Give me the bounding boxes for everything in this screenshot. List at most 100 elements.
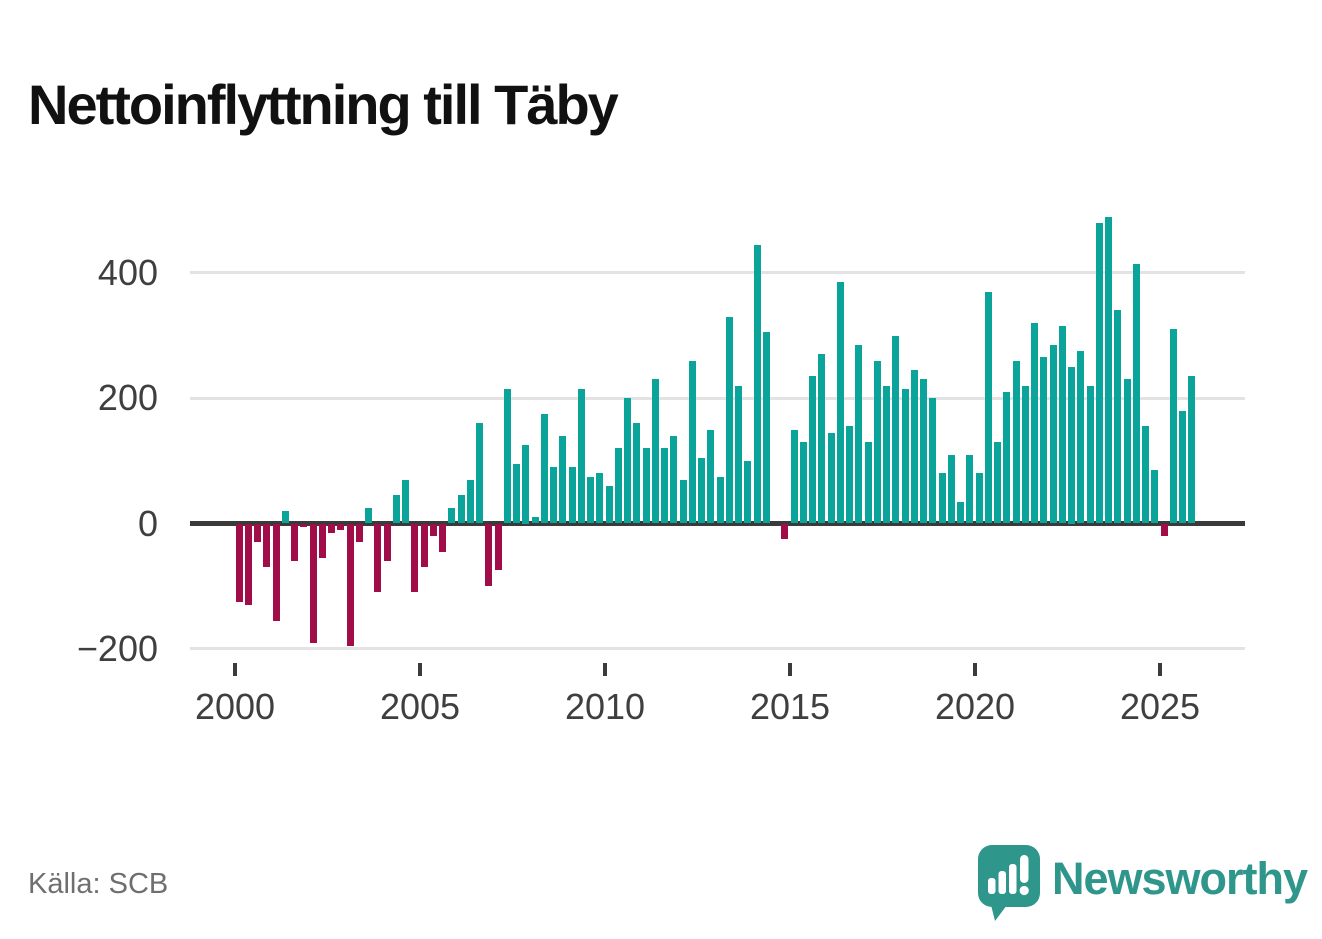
bar-2002Q4 xyxy=(337,523,345,530)
bar-2025Q2 xyxy=(1169,329,1177,524)
bar-2003Q4 xyxy=(374,523,382,593)
bar-2021Q1 xyxy=(1012,360,1020,524)
brand-wordmark: Newsworthy xyxy=(1052,853,1308,904)
bar-2017Q1 xyxy=(864,442,872,524)
bar-2015Q4 xyxy=(818,354,826,524)
bar-2005Q2 xyxy=(429,523,437,537)
bar-2002Q3 xyxy=(328,523,335,533)
bar-2018Q4 xyxy=(929,398,937,524)
bar-2000Q1 xyxy=(235,523,243,602)
bar-2001Q3 xyxy=(291,523,298,562)
bar-2024Q3 xyxy=(1142,426,1149,524)
bar-2018Q3 xyxy=(920,379,927,524)
bar-2009Q4 xyxy=(596,473,604,524)
bar-2015Q2 xyxy=(799,442,807,524)
source-text: Källa: SCB xyxy=(28,868,169,900)
bar-2019Q1 xyxy=(938,473,946,524)
x-tick-mark-2005 xyxy=(418,663,422,676)
y-tick-label--200: −200 xyxy=(76,627,158,669)
bar-2022Q3 xyxy=(1068,366,1075,524)
x-tick-label-2005: 2005 xyxy=(379,686,461,727)
bar-2023Q1 xyxy=(1086,385,1094,524)
bar-2023Q4 xyxy=(1114,310,1122,524)
page-title: Nettoinflyttning till Täby xyxy=(28,72,619,136)
bar-2016Q4 xyxy=(855,344,863,524)
bar-2009Q2 xyxy=(577,388,585,524)
bar-2019Q3 xyxy=(957,501,964,524)
bar-2005Q1 xyxy=(420,523,428,568)
bar-2023Q2 xyxy=(1095,222,1103,524)
bar-2009Q3 xyxy=(587,476,594,524)
bar-2005Q3 xyxy=(439,523,446,552)
bar-2012Q4 xyxy=(707,429,715,524)
bar-2022Q2 xyxy=(1058,326,1066,524)
bar-2004Q4 xyxy=(411,523,419,593)
bar-2023Q3 xyxy=(1105,216,1112,524)
y-tick-label-0: 0 xyxy=(137,502,158,544)
bar-2022Q1 xyxy=(1049,344,1057,524)
bar-2003Q3 xyxy=(365,507,372,524)
bar-2021Q2 xyxy=(1021,385,1029,524)
gridline-200 xyxy=(190,396,1245,400)
bar-2004Q2 xyxy=(392,495,400,524)
bar-2008Q3 xyxy=(550,467,557,524)
bar-2003Q1 xyxy=(346,523,354,646)
x-tick-mark-2015 xyxy=(788,663,792,676)
bar-2002Q2 xyxy=(318,523,326,558)
bar-2017Q3 xyxy=(883,385,890,524)
bar-2013Q1 xyxy=(716,476,724,524)
bar-2022Q4 xyxy=(1077,351,1085,524)
bar-2000Q3 xyxy=(254,523,261,543)
bar-2008Q1 xyxy=(531,517,539,524)
x-tick-label-2020: 2020 xyxy=(934,686,1016,727)
bar-2012Q1 xyxy=(679,479,687,524)
bar-2013Q2 xyxy=(725,316,733,524)
bar-2005Q4 xyxy=(448,507,456,524)
bar-2010Q4 xyxy=(633,423,641,524)
bar-2007Q1 xyxy=(494,523,502,571)
bar-2000Q2 xyxy=(244,523,252,605)
x-tick-label-2000: 2000 xyxy=(194,686,276,727)
bar-2006Q4 xyxy=(485,523,493,587)
bar-2014Q2 xyxy=(762,332,770,524)
bar-2006Q1 xyxy=(457,495,465,524)
bar-2020Q3 xyxy=(994,442,1001,524)
bar-2011Q4 xyxy=(670,435,678,524)
bar-2013Q3 xyxy=(735,385,742,524)
bar-2019Q4 xyxy=(966,454,974,524)
x-tick-mark-2010 xyxy=(603,663,607,676)
bar-2007Q3 xyxy=(513,463,520,524)
bar-2019Q2 xyxy=(947,454,955,524)
bar-2015Q1 xyxy=(790,429,798,524)
bar-2014Q4 xyxy=(781,523,789,540)
bar-2012Q2 xyxy=(688,360,696,524)
bar-2008Q2 xyxy=(540,413,548,524)
bar-2020Q1 xyxy=(975,473,983,524)
gridline--200 xyxy=(190,647,1245,651)
bar-2025Q1 xyxy=(1160,523,1168,537)
bar-2016Q3 xyxy=(846,426,853,524)
bar-2006Q3 xyxy=(476,423,483,524)
bar-2017Q4 xyxy=(892,335,900,524)
bar-2004Q1 xyxy=(383,523,391,562)
bar-2007Q2 xyxy=(503,388,511,524)
bar-2013Q4 xyxy=(744,460,752,524)
bar-2011Q3 xyxy=(661,448,668,524)
bar-2018Q1 xyxy=(901,388,909,524)
x-tick-label-2015: 2015 xyxy=(749,686,831,727)
bar-2021Q4 xyxy=(1040,357,1048,524)
bar-2003Q2 xyxy=(355,523,363,543)
x-tick-mark-2000 xyxy=(233,663,237,676)
bar-2018Q2 xyxy=(910,370,918,524)
bar-2001Q1 xyxy=(272,523,280,621)
bar-2025Q4 xyxy=(1188,376,1196,524)
bar-2020Q4 xyxy=(1003,391,1011,524)
bar-2017Q2 xyxy=(873,360,881,524)
bar-2021Q3 xyxy=(1031,323,1038,524)
bar-2011Q1 xyxy=(642,448,650,524)
bar-2014Q1 xyxy=(753,244,761,524)
bar-2010Q3 xyxy=(624,398,631,524)
bar-2011Q2 xyxy=(651,379,659,524)
x-tick-label-2010: 2010 xyxy=(564,686,646,727)
